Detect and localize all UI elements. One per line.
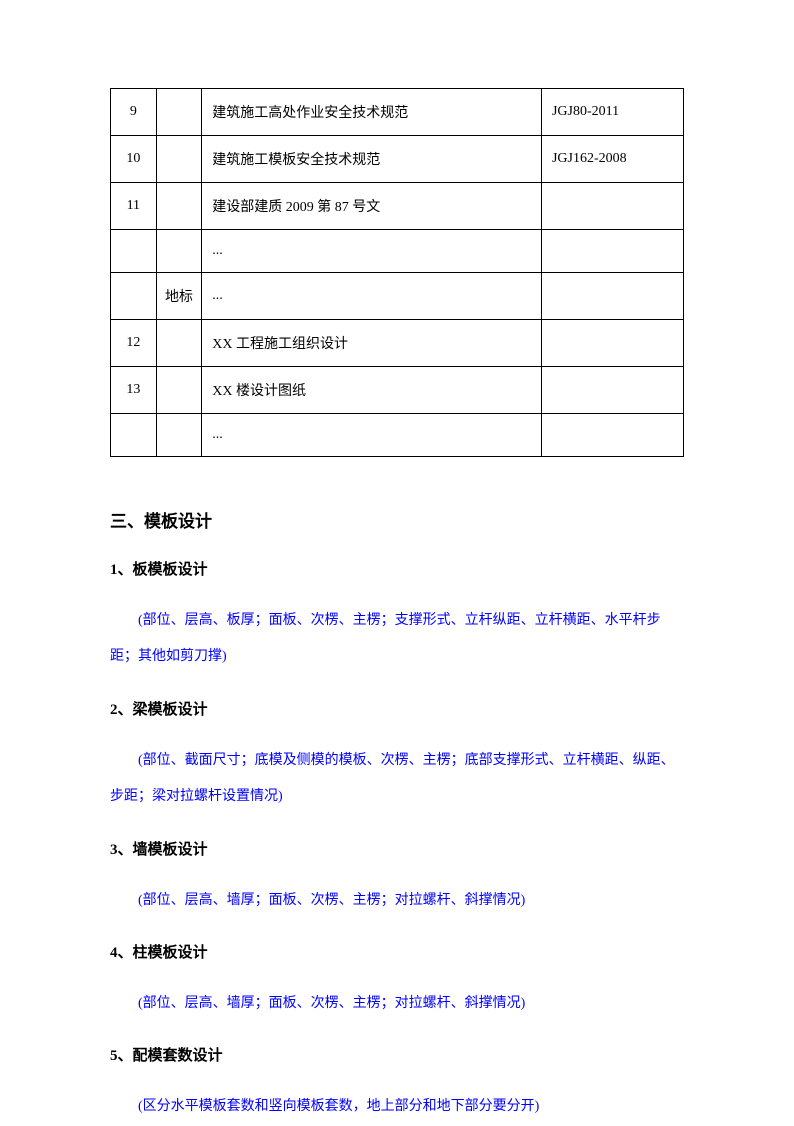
row-code bbox=[541, 273, 683, 320]
subsection-note: (部位、截面尺寸；底模及侧模的模板、次楞、主楞；底部支撑形式、立杆横距、纵距、步… bbox=[110, 743, 684, 816]
row-cat bbox=[156, 367, 202, 414]
table-row: 13 XX 楼设计图纸 bbox=[111, 367, 684, 414]
subsection-note: (部位、层高、板厚；面板、次楞、主楞；支撑形式、立杆纵距、立杆横距、水平杆步距；… bbox=[110, 603, 684, 676]
standards-table: 9 建筑施工高处作业安全技术规范 JGJ80-2011 10 建筑施工模板安全技… bbox=[110, 88, 684, 457]
subsection-title: 2、梁模板设计 bbox=[110, 698, 684, 719]
row-name: XX 工程施工组织设计 bbox=[202, 320, 542, 367]
row-cat: 地标 bbox=[156, 273, 202, 320]
row-num: 10 bbox=[111, 136, 157, 183]
row-num bbox=[111, 230, 157, 273]
subsection-title: 3、墙模板设计 bbox=[110, 838, 684, 859]
table-row: 11 建设部建质 2009 第 87 号文 bbox=[111, 183, 684, 230]
row-code bbox=[541, 414, 683, 457]
row-code bbox=[541, 183, 683, 230]
row-num bbox=[111, 414, 157, 457]
row-name: 建设部建质 2009 第 87 号文 bbox=[202, 183, 542, 230]
table-row: ... bbox=[111, 414, 684, 457]
row-num: 9 bbox=[111, 89, 157, 136]
row-cat bbox=[156, 230, 202, 273]
row-name: ... bbox=[202, 230, 542, 273]
row-cat bbox=[156, 414, 202, 457]
row-code bbox=[541, 230, 683, 273]
row-cat bbox=[156, 136, 202, 183]
row-cat bbox=[156, 320, 202, 367]
row-name: ... bbox=[202, 273, 542, 320]
row-num: 11 bbox=[111, 183, 157, 230]
row-name: 建筑施工模板安全技术规范 bbox=[202, 136, 542, 183]
table-row: 9 建筑施工高处作业安全技术规范 JGJ80-2011 bbox=[111, 89, 684, 136]
row-cat bbox=[156, 89, 202, 136]
row-code bbox=[541, 367, 683, 414]
subsection-title: 1、板模板设计 bbox=[110, 558, 684, 579]
subsection-note: (部位、层高、墙厚；面板、次楞、主楞；对拉螺杆、斜撑情况) bbox=[110, 986, 684, 1022]
table-row: 12 XX 工程施工组织设计 bbox=[111, 320, 684, 367]
row-num: 13 bbox=[111, 367, 157, 414]
table-row: 地标 ... bbox=[111, 273, 684, 320]
subsection-title: 5、配模套数设计 bbox=[110, 1044, 684, 1065]
row-num: 12 bbox=[111, 320, 157, 367]
row-code: JGJ162-2008 bbox=[541, 136, 683, 183]
table-row: 10 建筑施工模板安全技术规范 JGJ162-2008 bbox=[111, 136, 684, 183]
row-code: JGJ80-2011 bbox=[541, 89, 683, 136]
row-name: XX 楼设计图纸 bbox=[202, 367, 542, 414]
subsection-title: 4、柱模板设计 bbox=[110, 941, 684, 962]
row-cat bbox=[156, 183, 202, 230]
row-num bbox=[111, 273, 157, 320]
subsection-note: (部位、层高、墙厚；面板、次楞、主楞；对拉螺杆、斜撑情况) bbox=[110, 883, 684, 919]
table-row: ... bbox=[111, 230, 684, 273]
row-name: ... bbox=[202, 414, 542, 457]
subsection-note: (区分水平模板套数和竖向模板套数，地上部分和地下部分要分开) bbox=[110, 1089, 684, 1125]
row-code bbox=[541, 320, 683, 367]
row-name: 建筑施工高处作业安全技术规范 bbox=[202, 89, 542, 136]
section-title: 三、模板设计 bbox=[110, 507, 684, 532]
